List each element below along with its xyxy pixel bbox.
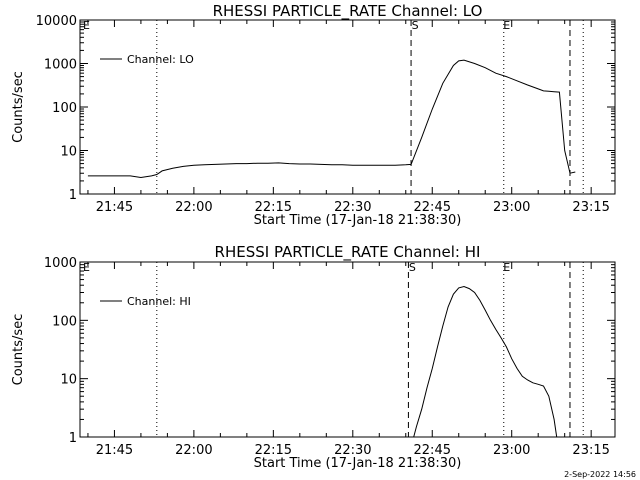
- panel-2-x-tick-label: 22:15: [255, 443, 292, 458]
- panel-2-y-tick-label: 10: [60, 373, 77, 388]
- panel-2-y-tick-label: 1: [69, 431, 77, 446]
- panel-2-plot-frame: [79, 261, 616, 438]
- panel-2-y-tick-label: 100: [52, 314, 77, 329]
- panel-1-x-tick-label: 22:00: [175, 200, 212, 215]
- panel-2-marker-label: S: [409, 261, 416, 274]
- panel-1-marker-label: S: [412, 19, 419, 32]
- panel-1-plot-frame: [79, 19, 616, 195]
- panel-2-corner-label: E: [83, 261, 90, 274]
- panel-2-x-tick-label: 21:45: [96, 443, 133, 458]
- panel-1-legend-label: Channel: LO: [127, 53, 194, 66]
- panel-2-marker-label: E: [503, 261, 510, 274]
- panel-2-title: RHESSI PARTICLE_RATE Channel: HI: [215, 243, 481, 262]
- panel-1-x-axis-label: Start Time (17-Jan-18 21:38:30): [254, 213, 462, 228]
- panel-1-title: RHESSI PARTICLE_RATE Channel: LO: [213, 2, 483, 21]
- panel-2-y-axis-label: Counts/sec: [11, 314, 26, 386]
- panel-2-x-tick-label: 22:00: [175, 443, 212, 458]
- panel-1-y-tick-label: 1: [69, 188, 77, 203]
- panel-2-x-tick-label: 22:45: [414, 443, 451, 458]
- panel-1-x-tick-label: 22:30: [334, 200, 371, 215]
- panel-1-y-tick-label: 1000: [44, 58, 77, 73]
- panel-2-x-tick-label: 23:00: [493, 443, 530, 458]
- panel-1-x-tick-label: 23:00: [493, 200, 530, 215]
- panel-2-y-tick-label: 1000: [44, 256, 77, 271]
- plot-date-stamp: 2-Sep-2022 14:56: [564, 470, 636, 479]
- panel-1-y-axis-label: Counts/sec: [11, 71, 26, 143]
- panel-1-x-tick-label: 21:45: [96, 200, 133, 215]
- panel-1-y-tick-label: 10000: [36, 14, 77, 29]
- panel-2-x-tick-label: 22:30: [334, 443, 371, 458]
- panel-2-x-axis-label: Start Time (17-Jan-18 21:38:30): [254, 456, 462, 471]
- panel-2-series-line-1: [413, 285, 558, 438]
- panel-1-x-tick-label: 23:15: [572, 200, 609, 215]
- panel-1-series-line-1: [87, 59, 576, 179]
- panel-1-marker-label: E: [503, 19, 510, 32]
- panel-1-y-tick-label: 100: [52, 101, 77, 116]
- panel-2-x-tick-label: 23:15: [572, 443, 609, 458]
- panel-1-corner-label: E: [83, 19, 90, 32]
- panel-1-x-tick-label: 22:45: [414, 200, 451, 215]
- panel-2-legend-label: Channel: HI: [127, 295, 191, 308]
- panel-1-y-tick-label: 10: [60, 145, 77, 160]
- panel-1-x-tick-label: 22:15: [255, 200, 292, 215]
